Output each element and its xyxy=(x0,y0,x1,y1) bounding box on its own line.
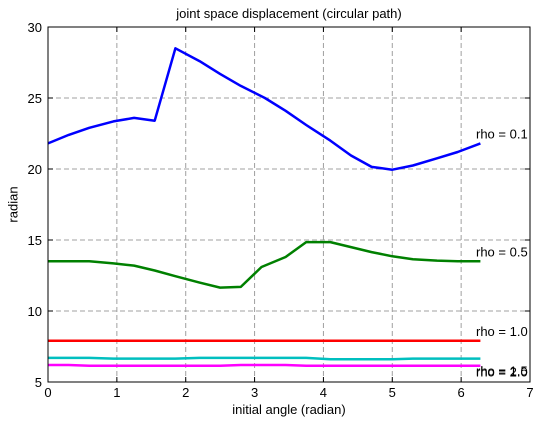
y-tick-label: 25 xyxy=(28,91,42,106)
series-line-2 xyxy=(48,240,481,289)
y-tick-label: 5 xyxy=(35,375,42,390)
plot-area: 0 1 2 3 4 5 6 7 5 10 15 20 25 30 rho = 0.1 rho = 0.5 rho… xyxy=(28,20,534,400)
series-line-5 xyxy=(48,363,481,367)
x-tick-label: 4 xyxy=(320,385,327,400)
series-line-1 xyxy=(47,47,481,171)
x-tick-label: 0 xyxy=(44,385,51,400)
x-axis-label: initial angle (radian) xyxy=(232,402,345,417)
x-tick-label: 6 xyxy=(458,385,465,400)
axes-frame xyxy=(47,26,531,383)
x-tick-label: 2 xyxy=(182,385,189,400)
y-tick-label: 20 xyxy=(28,162,42,177)
x-tick-label: 7 xyxy=(526,385,533,400)
series-label-2: rho = 0.5 xyxy=(476,244,528,259)
series-label-3: rho = 1.0 xyxy=(476,324,528,339)
x-tick-label: 3 xyxy=(251,385,258,400)
x-tick-label: 1 xyxy=(113,385,120,400)
series-line-4 xyxy=(48,356,481,361)
y-axis-label: radian xyxy=(5,186,20,222)
plot-background xyxy=(48,27,530,382)
y-tick-label: 10 xyxy=(28,304,42,319)
series-label-4: rho = 1.5 xyxy=(476,364,528,379)
chart-title: joint space displacement (circular path) xyxy=(175,6,401,21)
series-label-5: rho = 2.0 xyxy=(476,365,528,380)
x-tick-label: 5 xyxy=(389,385,396,400)
y-tick-label: 15 xyxy=(28,233,42,248)
y-tick-label: 30 xyxy=(28,20,42,35)
series-label-1: rho = 0.1 xyxy=(476,126,528,141)
